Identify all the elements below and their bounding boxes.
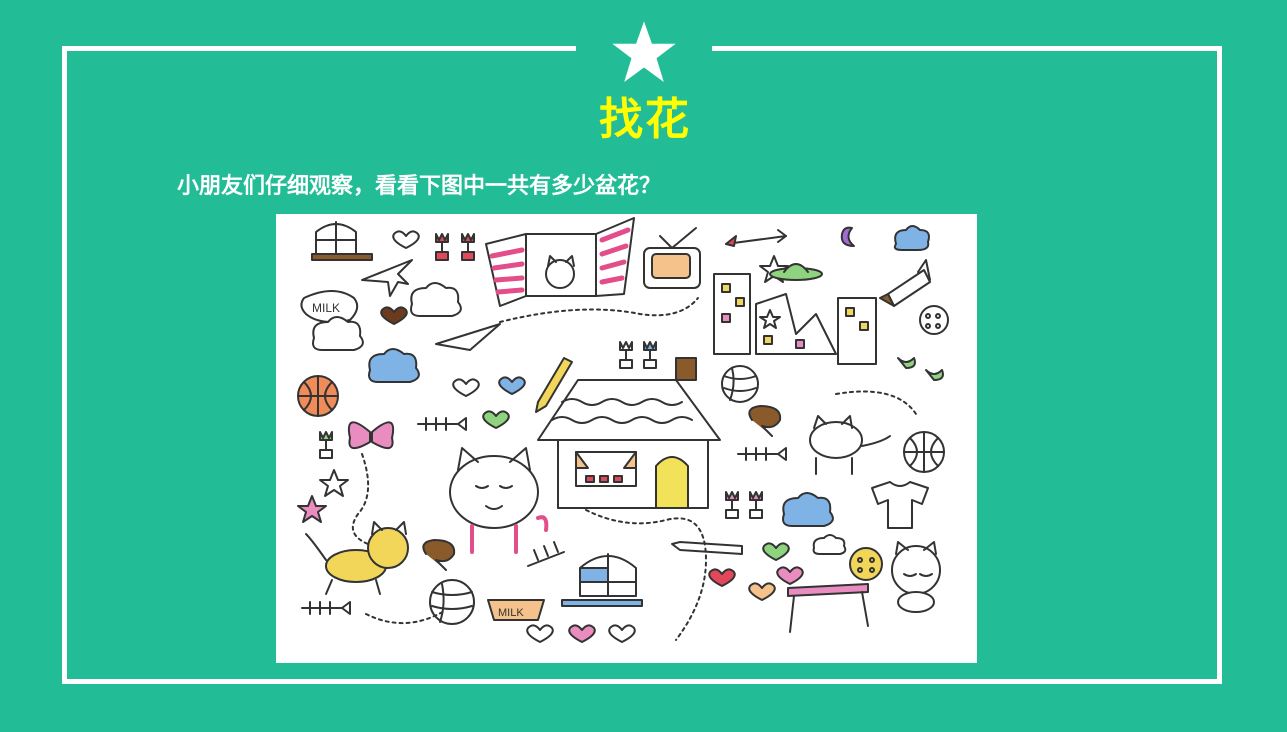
house-doodle [537,357,721,509]
heart-doodle [748,582,776,601]
moon-doodle [840,226,855,247]
heart-doodle [708,568,736,587]
airplane-doodle [361,259,413,297]
milk-carton-doodle: MILK [300,290,359,323]
dotted-path [585,509,707,641]
star-icon [612,21,676,83]
window-doodle [311,221,373,261]
button-doodle [919,305,949,335]
yarn-ball-doodle [721,365,759,403]
svg-text:MILK: MILK [498,607,524,619]
drumstick-doodle [422,539,456,571]
heart-doodle [568,624,596,643]
heart-doodle [526,624,554,643]
dotted-path [365,609,447,624]
window-doodle [561,553,643,607]
butterfly-doodle [348,421,394,449]
milk-bowl-doodle: MILK [487,599,545,621]
page-title: 找花 [599,94,691,145]
tv-doodle [643,227,701,289]
city-doodle [713,273,877,365]
fishbone-doodle [527,541,565,567]
pencil-doodle [535,357,573,413]
pencil-doodle [671,541,743,555]
heart-doodle [762,542,790,561]
cat-doodle [449,447,549,554]
star-doodle [297,495,327,523]
table-doodle [787,583,869,633]
cloud-doodle [410,282,462,317]
fishbone-doodle [301,601,351,615]
fishbone-doodle [417,417,467,431]
fishbone-doodle [737,447,787,461]
open-window-doodle [485,217,635,307]
flower-pot-doodle [435,233,475,261]
basketball-doodle [903,431,945,473]
arrow-doodle [725,229,787,247]
cloud-doodle [812,534,847,555]
star-doodle [319,469,349,497]
cloud-doodle [368,348,420,383]
tshirt-doodle [871,481,929,529]
heart-doodle [392,230,420,249]
ufo-doodle [769,263,823,281]
sunglasses-doodle [897,357,944,381]
flower-pot-doodle [725,491,763,519]
dotted-path [499,297,699,323]
cat-doodle [809,415,891,475]
svg-text:MILK: MILK [312,301,340,315]
cat-doodle [305,521,409,595]
cloud-doodle [893,225,930,251]
dotted-path [351,453,370,545]
flower-pot-doodle [319,431,333,459]
paper-plane-doodle [435,323,501,351]
basketball-doodle [297,375,339,417]
question-text: 小朋友们仔细观察，看看下图中一共有多少盆花？ [177,174,662,199]
star-doodle [759,309,781,329]
cloud-doodle [312,316,364,351]
heart-doodle [776,566,804,585]
button-doodle [849,547,883,581]
heart-doodle [452,378,480,397]
heart-doodle [380,306,408,325]
heart-doodle [608,624,636,643]
yarn-ball-doodle [429,579,475,625]
drumstick-doodle [748,405,782,437]
flower-pot-doodle [619,341,657,369]
heart-doodle [498,376,526,395]
heart-doodle [482,410,510,429]
cat-doodle [891,541,941,613]
dotted-path [835,390,917,415]
rocket-doodle [879,259,931,307]
doodle-illustration: MILK [276,214,977,663]
cloud-doodle [782,492,834,527]
